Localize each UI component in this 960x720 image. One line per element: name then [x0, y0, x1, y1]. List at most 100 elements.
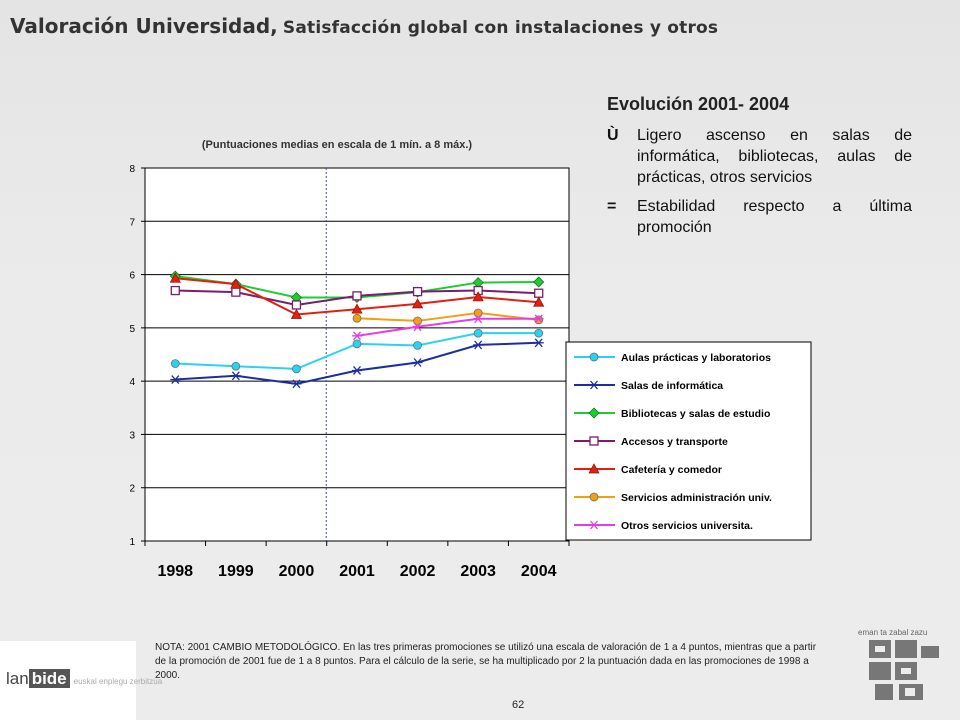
- legend-label: Salas de informática: [621, 380, 723, 392]
- y-tick-label: 4: [129, 377, 135, 388]
- data-point: [589, 492, 599, 502]
- plot-background: [145, 168, 569, 541]
- asterisk-stroke: [474, 314, 483, 324]
- logo-prefix: lan: [6, 669, 29, 688]
- data-point: [473, 340, 484, 350]
- series-line: [356, 311, 539, 322]
- y-tick-label: 2: [129, 484, 135, 495]
- data-point: [352, 339, 362, 349]
- data-point: [534, 288, 544, 298]
- asterisk-stroke: [353, 331, 361, 341]
- data-point: [291, 379, 302, 389]
- data-point: [170, 375, 181, 384]
- asterisk-stroke: [534, 338, 543, 348]
- x-tick-label: 2004: [521, 563, 557, 580]
- data-point: [534, 328, 544, 338]
- data-point: [290, 308, 303, 319]
- asterisk-stroke: [171, 375, 180, 384]
- y-tick-label: 5: [129, 324, 135, 335]
- university-emblem-icon: [869, 640, 939, 700]
- data-point: [169, 272, 181, 283]
- methodology-note: NOTA: 2001 CAMBIO METODOLÓGICO. En las t…: [155, 642, 817, 681]
- asterisk-stroke: [534, 314, 543, 324]
- logo-sub: euskal enplegu zerbitzua: [73, 677, 163, 686]
- data-point: [473, 314, 484, 324]
- plot-area: 1 2 3 4 5 6 7 8 1998 1999 2000 2001 2002 2003 2004: [129, 164, 570, 580]
- data-point: [412, 358, 423, 367]
- summary-item: = Estabilidad respecto a última promoció…: [607, 196, 912, 238]
- data-point: [352, 331, 362, 341]
- legend-label: Bibliotecas y salas de estudio: [621, 408, 770, 420]
- bullet-marker: =: [607, 198, 617, 215]
- legend-label: Aulas prácticas y laboratorios: [621, 352, 771, 364]
- data-point: [588, 463, 600, 474]
- y-tick-label: 6: [129, 271, 135, 282]
- y-tick-label: 3: [129, 430, 135, 441]
- data-point: [473, 328, 483, 338]
- evolution-panel: Evolución 2001- 2004 Ù Ligero ascenso en…: [607, 94, 912, 246]
- data-point: [589, 352, 599, 362]
- y-tick-label: 8: [129, 164, 135, 175]
- asterisk-stroke: [413, 322, 422, 332]
- data-point: [533, 296, 545, 307]
- asterisk-stroke: [590, 380, 598, 390]
- data-point: [589, 380, 599, 390]
- legend-label: Accesos y transporte: [621, 436, 728, 448]
- title-main: Valoración Universidad,: [10, 14, 278, 38]
- x-tick-label: 2002: [400, 563, 436, 580]
- asterisk-stroke: [353, 366, 361, 375]
- summary-item-text: Ligero ascenso en salas de informática, …: [637, 127, 912, 186]
- data-point: [291, 300, 302, 310]
- data-point: [230, 278, 242, 289]
- data-point: [351, 303, 363, 314]
- data-point: [411, 298, 424, 309]
- page-title: Valoración Universidad, Satisfacción glo…: [10, 14, 718, 38]
- data-point: [352, 366, 362, 375]
- data-point: [352, 291, 362, 301]
- page-number: 62: [512, 699, 525, 711]
- x-tick-label: 2000: [279, 563, 315, 580]
- title-sub: Satisfacción global con instalaciones y …: [282, 18, 719, 38]
- data-point: [352, 313, 362, 323]
- data-point: [170, 285, 180, 296]
- summary-item-text: Estabilidad respecto a última promoción: [637, 198, 912, 236]
- data-point: [589, 436, 599, 446]
- asterisk-stroke: [292, 379, 301, 389]
- evolution-heading: Evolución 2001- 2004: [607, 94, 790, 114]
- summary-item: Ù Ligero ascenso en salas de informática…: [607, 125, 912, 188]
- x-tick-label: 2003: [460, 563, 496, 580]
- logo-bold: bide: [28, 669, 70, 688]
- data-point: [472, 291, 484, 302]
- y-tick-label: 7: [129, 217, 135, 228]
- asterisk-stroke: [590, 520, 598, 530]
- data-point: [533, 276, 545, 288]
- data-point: [170, 359, 180, 368]
- legend-label: Cafetería y comedor: [621, 464, 722, 476]
- data-point: [292, 364, 301, 374]
- data-point: [412, 286, 423, 297]
- asterisk-stroke: [474, 340, 483, 350]
- data-point: [589, 520, 599, 530]
- data-point: [230, 371, 241, 381]
- data-point: [473, 308, 483, 318]
- asterisk-stroke: [231, 371, 240, 381]
- gov-caption: eman ta zabal zazu: [858, 628, 928, 637]
- data-point: [412, 322, 423, 332]
- asterisk-stroke: [413, 358, 422, 367]
- data-point: [231, 361, 241, 371]
- bullet-marker: Ù: [607, 127, 619, 144]
- data-point: [231, 287, 241, 297]
- legend-label: Otros servicios universita.: [621, 520, 753, 532]
- data-point: [533, 314, 544, 324]
- lanbide-logo: lan bide euskal enplegu zerbitzua: [6, 669, 162, 689]
- y-tick-label: 1: [129, 537, 135, 548]
- line-chart: (Puntuaciones medias en escala de 1 mín.…: [129, 139, 812, 580]
- chart-legend: Aulas prácticas y laboratorios Salas de i…: [565, 341, 812, 541]
- data-point: [413, 341, 422, 350]
- x-tick-label: 1998: [157, 563, 193, 580]
- data-point: [588, 407, 600, 419]
- x-tick-label: 2001: [339, 563, 375, 580]
- chart-subtitle: (Puntuaciones medias en escala de 1 mín.…: [202, 139, 473, 151]
- x-tick-label: 1999: [218, 563, 254, 580]
- data-point: [533, 338, 544, 348]
